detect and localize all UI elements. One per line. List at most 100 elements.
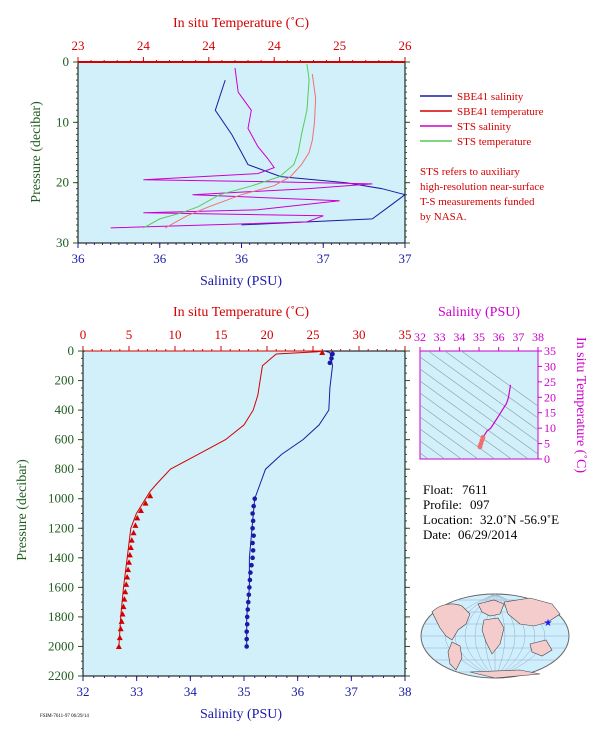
top-sal-tick-label: 36: [72, 251, 86, 266]
ts-sal-tick-label: 36: [493, 330, 505, 344]
ts-sal-tick-label: 35: [473, 330, 485, 344]
location-value: 32.0˚N -56.9˚E: [480, 512, 559, 527]
temperature-sample-point: [142, 500, 149, 506]
ts-sal-tick-label: 32: [414, 330, 426, 344]
top-pres-tick-label: 10: [56, 114, 69, 129]
salinity-sample-point: [252, 496, 258, 502]
salinity-sample-point: [247, 577, 253, 583]
salinity-sample-point: [250, 525, 255, 531]
ts-density-contour: [420, 428, 462, 459]
ts-density-contour: [427, 351, 538, 431]
ts-temp-tick-label: 25: [544, 375, 556, 389]
legend-entry: STS temperature: [457, 136, 531, 148]
bot-pres-tick-label: 800: [55, 461, 75, 476]
temperature-sample-point: [319, 349, 326, 355]
top-temp-tick-label: 26: [399, 38, 413, 53]
salinity-sample-point: [247, 585, 252, 590]
top-pres-tick-label: 0: [63, 54, 70, 69]
legend-entry: SBE41 temperature: [457, 106, 544, 118]
bot-pres-tick-label: 2000: [48, 638, 74, 653]
salinity-sample-point: [250, 518, 256, 524]
bot-sal-tick-label: 36: [291, 684, 305, 699]
temperature-sample-point: [126, 559, 132, 565]
ts-density-contour: [420, 404, 496, 459]
ts-density-contour: [420, 440, 446, 459]
bot-sal-tick-label: 34: [184, 684, 198, 699]
date-label: Date:: [423, 527, 451, 542]
temperature-sample-point: [117, 625, 124, 632]
ts-temp-tick-label: 35: [544, 344, 556, 358]
salinity-sample-point: [244, 614, 250, 620]
top-profile-chart: 23 24 24 24 25 26 36 36 36 37 37 0 10 20 30 In situ Te…: [29, 16, 412, 289]
top-series-line: [143, 63, 310, 229]
ts-salinity-axis-title: Salinity (PSU): [438, 305, 520, 320]
temperature-sample-point: [120, 603, 127, 610]
top-pres-tick-label: 30: [56, 235, 69, 250]
top-temp-tick-label: 24: [137, 38, 151, 53]
float-label: Float:: [423, 482, 453, 497]
top-salinity-axis-title: Salinity (PSU): [200, 274, 282, 289]
bot-pres-tick-label: 1600: [48, 579, 74, 594]
date-value: 06/29/2014: [458, 527, 518, 542]
ts-temp-tick-label: 5: [544, 437, 550, 451]
bot-temp-tick-label: 15: [215, 327, 228, 342]
salinity-sample-point: [245, 607, 251, 612]
temperature-sample-point: [134, 514, 141, 521]
salinity-sample-point: [250, 511, 255, 516]
legend: SBE41 salinity SBE41 temperature STS salin…: [420, 91, 544, 148]
bot-pres-tick-label: 1800: [48, 609, 74, 624]
ts-density-contour: [420, 356, 538, 443]
top-temp-tick-label: 25: [333, 38, 346, 53]
top-pres-tick-label: 20: [56, 175, 69, 190]
bot-temp-tick-label: 25: [307, 327, 320, 342]
top-series-line: [110, 67, 373, 229]
temperature-sample-point: [118, 618, 125, 624]
ts-temp-tick-label: 0: [544, 452, 550, 466]
bot-sal-tick-label: 38: [399, 684, 412, 699]
salinity-sample-point: [327, 360, 333, 366]
ts-temp-tick-label: 30: [544, 359, 556, 373]
top-temp-tick-label: 24: [268, 38, 282, 53]
temperature-sample-point: [137, 507, 144, 514]
temperature-sample-point: [125, 566, 132, 573]
bot-temp-tick-label: 10: [169, 327, 182, 342]
salinity-sample-point: [251, 533, 256, 538]
ts-density-contour: [420, 392, 512, 459]
top-series-line: [164, 74, 317, 229]
bot-temp-tick-label: 30: [353, 327, 366, 342]
temperature-sample-point: [123, 581, 130, 587]
top-sal-tick-label: 37: [317, 251, 331, 266]
map-land: [431, 597, 561, 679]
ts-density-contour: [420, 416, 479, 459]
sts-note-line-4: by NASA.: [420, 211, 467, 223]
top-sal-tick-label: 36: [235, 251, 249, 266]
salinity-sample-point: [251, 503, 256, 509]
salinity-sample-point: [245, 599, 251, 605]
temperature-sample-point: [147, 492, 154, 499]
ts-temp-tick-label: 20: [544, 390, 556, 404]
ts-sal-tick-label: 38: [532, 330, 544, 344]
temperature-sample-point: [122, 588, 129, 595]
top-temp-tick-label: 24: [202, 38, 216, 53]
bottom-pressure-axis-title: Pressure (decibar): [15, 459, 30, 561]
legend-entry: STS salinity: [457, 121, 512, 133]
ts-temp-tick-label: 15: [544, 406, 556, 420]
ts-sal-tick-label: 34: [453, 330, 465, 344]
ts-sample-point: [477, 444, 483, 450]
temperature-sample-point: [130, 529, 137, 536]
bottom-plot-area: [82, 350, 406, 677]
sts-note-line-3: T-S measurements funded: [420, 196, 535, 208]
temperature-sample-point: [126, 551, 133, 558]
ts-temperature-axis-title: In situ Temperature (˚C): [573, 337, 588, 473]
bot-pres-tick-label: 400: [55, 402, 75, 417]
ts-density-contour: [420, 380, 529, 459]
top-series-line: [214, 79, 407, 226]
temperature-sample-point: [124, 574, 131, 580]
full-profile-chart: 0 5 10 15 20 25 30 35 32 33 34 35 36 37 38 0 200 400 600 80…: [15, 305, 412, 722]
temperature-sample-point: [121, 596, 128, 602]
bot-temp-tick-label: 0: [80, 327, 87, 342]
salinity-sample-point: [250, 540, 255, 546]
world-map: ★: [420, 593, 570, 679]
